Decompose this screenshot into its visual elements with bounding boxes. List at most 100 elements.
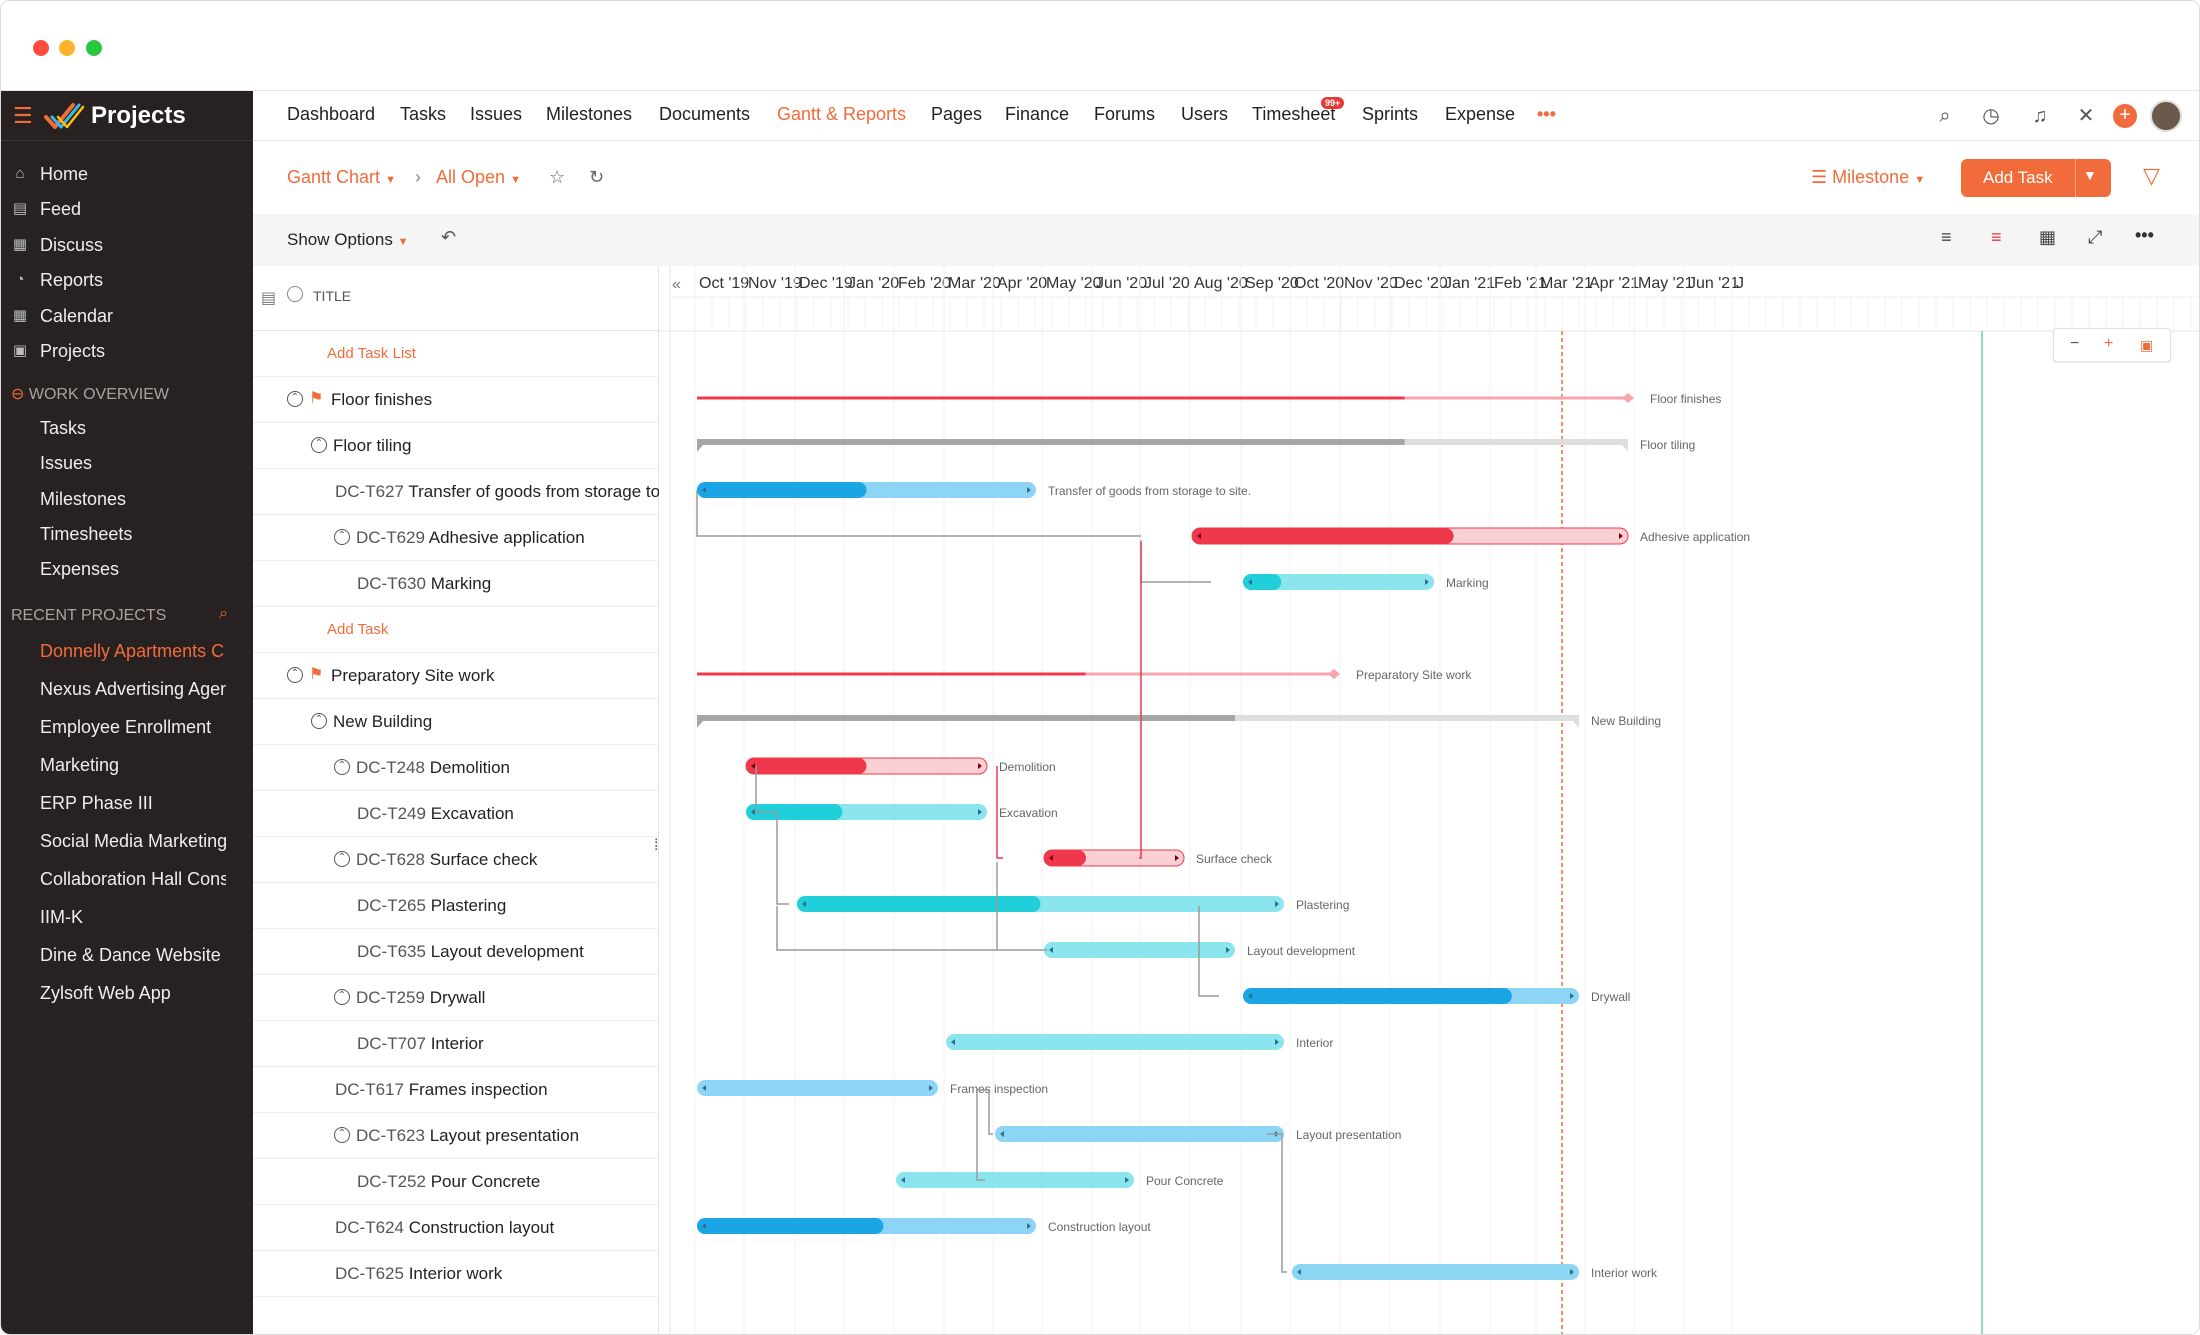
recent-project-item[interactable]: Dine & Dance Website	[40, 945, 221, 965]
recent-project-item[interactable]: Zylsoft Web App	[40, 983, 171, 1003]
fit-to-screen-icon[interactable]: ▣	[2140, 337, 2154, 353]
collapse-toggle-icon[interactable]: ⌃	[287, 391, 303, 407]
bar-left-handle-icon[interactable]	[1297, 1269, 1301, 1275]
maximize-window-dot[interactable]	[86, 40, 102, 56]
task-bar[interactable]	[1044, 942, 1235, 958]
bar-left-handle-icon[interactable]	[802, 901, 806, 907]
bar-right-handle-icon[interactable]	[1570, 1269, 1574, 1275]
recent-project-item[interactable]: IIM-K	[40, 907, 83, 927]
task-row[interactable]: DC-T249 Excavation	[253, 791, 659, 837]
critical-path-icon[interactable]: ≡	[1991, 227, 2002, 247]
bar-left-handle-icon[interactable]	[1000, 1131, 1004, 1137]
tab-gantt-reports[interactable]: Gantt & Reports	[777, 104, 907, 124]
task-row[interactable]: DC-T265 Plastering	[253, 883, 659, 929]
filter-selector[interactable]: All Open ▼	[436, 167, 521, 188]
tab-pages[interactable]: Pages	[931, 104, 983, 124]
favorite-star-icon[interactable]: ☆	[549, 167, 566, 187]
add-task-link-row[interactable]: Add Task List	[253, 331, 659, 377]
task-row[interactable]: ⌃ ⚑ Floor finishes	[253, 377, 659, 423]
collapse-toggle-icon[interactable]: ⌃	[311, 713, 327, 729]
view-selector[interactable]: Gantt Chart ▼	[287, 167, 396, 188]
more-tabs-button[interactable]: •••	[1537, 104, 1556, 124]
recent-project-item[interactable]: Marketing	[40, 755, 120, 775]
task-row[interactable]: ⌃ DC-T259 Drywall	[253, 975, 659, 1021]
tab-users[interactable]: Users	[1181, 104, 1229, 124]
tab-dashboard[interactable]: Dashboard	[287, 104, 376, 124]
tab-sprints[interactable]: Sprints	[1362, 104, 1419, 124]
sidebar-sub-expenses[interactable]: Expenses	[40, 559, 120, 579]
work-overview-header[interactable]: ⊖ WORK OVERVIEW	[11, 384, 169, 404]
sidebar-item-calendar[interactable]: ▦ Calendar	[1, 299, 253, 333]
bar-right-handle-icon[interactable]	[978, 763, 982, 769]
baseline-icon[interactable]: ≡	[1941, 227, 1952, 247]
bar-left-handle-icon[interactable]	[1248, 579, 1252, 585]
recent-project-item[interactable]: Nexus Advertising Agen	[40, 679, 226, 699]
milestone-diamond-icon[interactable]	[1622, 393, 1634, 403]
tab-timesheet[interactable]: Timesheet	[1252, 104, 1336, 124]
sidebar-sub-milestones[interactable]: Milestones	[40, 489, 127, 509]
bar-right-handle-icon[interactable]	[1027, 487, 1031, 493]
task-row[interactable]: DC-T635 Layout development	[253, 929, 659, 975]
show-options-dropdown[interactable]: Show Options ▼	[287, 230, 408, 250]
hamburger-menu-icon[interactable]: ☰	[13, 103, 33, 128]
bar-left-handle-icon[interactable]	[1248, 993, 1252, 999]
sidebar-sub-issues[interactable]: Issues	[40, 453, 93, 473]
close-window-dot[interactable]	[33, 40, 49, 56]
tab-expense[interactable]: Expense	[1445, 104, 1516, 124]
more-options-icon[interactable]: •••	[2135, 225, 2154, 245]
bar-right-handle-icon[interactable]	[1175, 855, 1179, 861]
recent-project-item[interactable]: Donnelly Apartments C	[40, 641, 225, 661]
tab-tasks[interactable]: Tasks	[400, 104, 447, 124]
collapse-toggle-icon[interactable]: ⌃	[334, 1127, 350, 1143]
bar-right-handle-icon[interactable]	[1027, 1223, 1031, 1229]
task-row[interactable]: DC-T252 Pour Concrete	[253, 1159, 659, 1205]
task-row[interactable]: DC-T624 Construction layout	[253, 1205, 659, 1251]
group-bar-progress[interactable]	[697, 715, 1236, 721]
bar-right-handle-icon[interactable]	[1619, 533, 1623, 539]
bar-left-handle-icon[interactable]	[1049, 947, 1053, 953]
group-bar-progress[interactable]	[697, 439, 1405, 445]
search-projects-icon[interactable]: ⌕	[219, 605, 228, 622]
recent-project-item[interactable]: Employee Enrollment	[40, 717, 212, 737]
tab-documents[interactable]: Documents	[659, 104, 751, 124]
bar-right-handle-icon[interactable]	[978, 809, 982, 815]
task-bar[interactable]	[1292, 1264, 1579, 1280]
sidebar-item-home[interactable]: ⌂ Home	[1, 157, 253, 191]
refresh-icon[interactable]: ↻	[589, 167, 605, 187]
filter-icon[interactable]: ▽	[2143, 163, 2160, 188]
task-row[interactable]: ⌃ ⚑ Preparatory Site work	[253, 653, 659, 699]
collapse-toggle-icon[interactable]: ⌃	[334, 529, 350, 545]
sidebar-sub-tasks[interactable]: Tasks	[40, 418, 87, 438]
task-bar[interactable]	[946, 1034, 1284, 1050]
bar-left-handle-icon[interactable]	[702, 1223, 706, 1229]
milestone-diamond-icon[interactable]	[1328, 669, 1340, 679]
task-row[interactable]: DC-T617 Frames inspection	[253, 1067, 659, 1113]
timer-icon[interactable]: ◷	[1982, 105, 2000, 127]
task-bar[interactable]	[896, 1172, 1134, 1188]
zoom-in-button[interactable]: +	[2104, 335, 2114, 352]
bar-right-handle-icon[interactable]	[1226, 947, 1230, 953]
bar-left-handle-icon[interactable]	[951, 1039, 955, 1045]
add-task-link-row[interactable]: Add Task	[253, 607, 659, 653]
collapse-toggle-icon[interactable]: ⌃	[287, 667, 303, 683]
bar-left-handle-icon[interactable]	[751, 763, 755, 769]
undo-icon[interactable]: ↶	[441, 227, 457, 247]
tab-milestones[interactable]: Milestones	[546, 104, 633, 124]
collapse-panel-icon[interactable]: «	[672, 276, 681, 293]
bar-right-handle-icon[interactable]	[1125, 1177, 1129, 1183]
bar-right-handle-icon[interactable]	[929, 1085, 933, 1091]
task-row[interactable]: ⌃ DC-T623 Layout presentation	[253, 1113, 659, 1159]
add-task-button[interactable]: Add Task ▼	[1961, 159, 2111, 197]
column-settings-icon[interactable]: ▤	[261, 290, 277, 307]
bar-right-handle-icon[interactable]	[1275, 901, 1279, 907]
task-row[interactable]: ⌃ DC-T629 Adhesive application	[253, 515, 659, 561]
sidebar-item-feed[interactable]: ▤ Feed	[1, 192, 253, 226]
tab-issues[interactable]: Issues	[470, 104, 523, 124]
task-bar[interactable]	[697, 1080, 938, 1096]
recent-project-item[interactable]: ERP Phase III	[40, 793, 153, 813]
task-row[interactable]: DC-T630 Marking	[253, 561, 659, 607]
bar-left-handle-icon[interactable]	[1197, 533, 1201, 539]
zoom-out-button[interactable]: −	[2070, 335, 2080, 352]
task-row[interactable]: DC-T627 Transfer of goods from storage t…	[253, 469, 659, 515]
collapse-toggle-icon[interactable]: ⌃	[334, 989, 350, 1005]
